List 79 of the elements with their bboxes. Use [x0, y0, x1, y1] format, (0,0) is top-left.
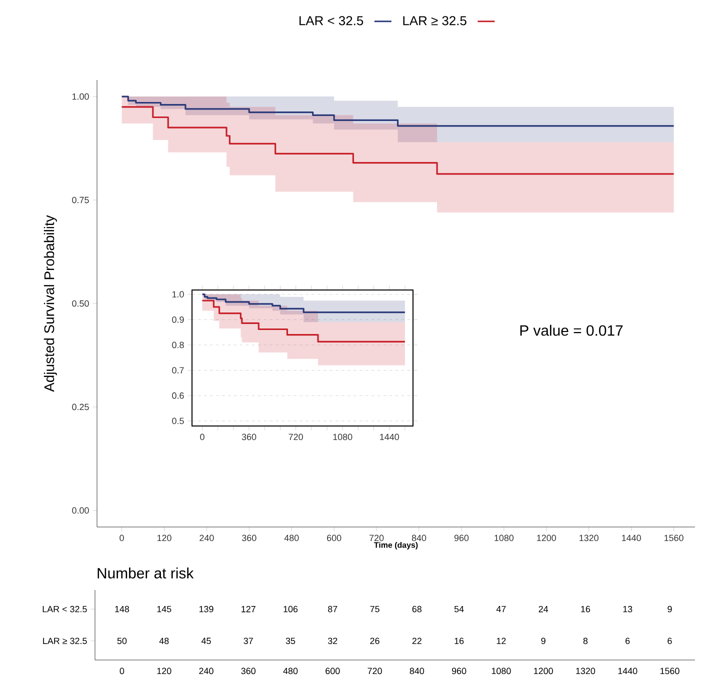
data-label: 45	[201, 638, 211, 644]
y-tick-label: 0.6	[172, 392, 184, 399]
x-tick-label: 1200	[537, 534, 556, 542]
x-tick-label: 1440	[380, 434, 399, 440]
data-label: 87	[328, 606, 338, 612]
data-label: 24	[538, 606, 548, 612]
y-tick-label: 0.50	[72, 300, 89, 307]
data-label: 8	[583, 638, 588, 644]
data-label: 75	[370, 606, 380, 612]
data-label: 148	[115, 606, 130, 612]
y-tick-label: 0.7	[172, 367, 184, 374]
data-label: 50	[117, 638, 127, 644]
x-tick-label: 720	[368, 668, 382, 674]
x-tick-label: 1080	[492, 668, 511, 674]
data-label: 13	[623, 606, 632, 612]
data-label: 9	[668, 606, 672, 612]
y-tick-label: 0.9	[172, 316, 184, 323]
x-tick-label: 720	[370, 534, 384, 542]
x-tick-label: 120	[157, 534, 172, 542]
y-tick-label: 0.5	[172, 418, 184, 424]
data-label: 32	[328, 638, 338, 644]
chart-title: Number at risk	[98, 568, 194, 578]
annotation: P value = 0.017	[520, 324, 623, 336]
y-tick-label: 0.25	[72, 404, 89, 410]
x-tick-label: 1320	[576, 668, 596, 674]
y-tick-label: LAR < 32.5	[42, 606, 87, 612]
y-axis-title: Adjusted Survival Probability	[44, 215, 57, 392]
x-tick-label: 840	[412, 534, 426, 542]
legend-label: LAR < 32.5	[300, 16, 364, 26]
x-tick-label: 480	[283, 668, 298, 674]
y-tick-label: 0.00	[72, 507, 89, 514]
x-tick-label: 1560	[660, 668, 680, 674]
data-label: 139	[199, 606, 214, 612]
data-label: 9	[541, 638, 546, 644]
data-label: 12	[496, 638, 506, 644]
y-tick-label: 1.0	[172, 291, 184, 298]
data-label: 37	[244, 638, 253, 644]
x-tick-label: 0	[120, 668, 124, 674]
data-label: 35	[286, 638, 296, 644]
x-tick-label: 120	[157, 668, 172, 674]
x-tick-label: 1320	[580, 534, 598, 542]
x-tick-label: 360	[242, 434, 256, 440]
data-label: 127	[242, 606, 256, 612]
x-tick-label: 0	[120, 534, 124, 542]
data-label: 6	[626, 638, 630, 644]
legend-label: LAR ≥ 32.5	[403, 16, 466, 26]
x-tick-label: 480	[284, 534, 299, 542]
y-tick-label: 0.8	[172, 342, 184, 348]
x-tick-label: 0	[200, 434, 204, 440]
data-label: 145	[157, 606, 172, 612]
x-tick-label: 1080	[494, 534, 514, 542]
x-tick-label: 720	[288, 434, 303, 440]
x-tick-label: 1200	[534, 668, 553, 674]
x-tick-label: 1080	[333, 434, 352, 440]
y-tick-label: 0.75	[72, 196, 89, 204]
x-tick-label: 600	[327, 534, 342, 542]
x-tick-label: 600	[326, 668, 340, 674]
x-tick-label: 240	[199, 668, 214, 674]
data-label: 26	[370, 638, 380, 644]
x-tick-label: 960	[454, 534, 469, 542]
x-tick-label: 360	[241, 668, 256, 674]
x-tick-label: 240	[200, 534, 214, 542]
x-tick-label: 1440	[618, 668, 638, 674]
data-label: 54	[454, 606, 464, 612]
data-label: 68	[412, 606, 422, 612]
data-label: 47	[496, 606, 506, 612]
y-tick-label: 1.00	[72, 93, 89, 100]
data-label: 16	[454, 638, 464, 644]
data-label: 6	[668, 638, 672, 644]
x-tick-label: 360	[242, 534, 256, 542]
data-label: 106	[284, 606, 298, 612]
data-label: 22	[412, 638, 422, 644]
x-tick-label: 840	[410, 668, 424, 674]
data-label: 16	[581, 606, 590, 612]
x-tick-label: 1440	[622, 534, 641, 542]
x-tick-label: 1560	[664, 534, 684, 542]
y-tick-label: LAR ≥ 32.5	[43, 638, 87, 644]
data-label: 48	[159, 638, 169, 644]
x-tick-label: 960	[452, 668, 466, 674]
